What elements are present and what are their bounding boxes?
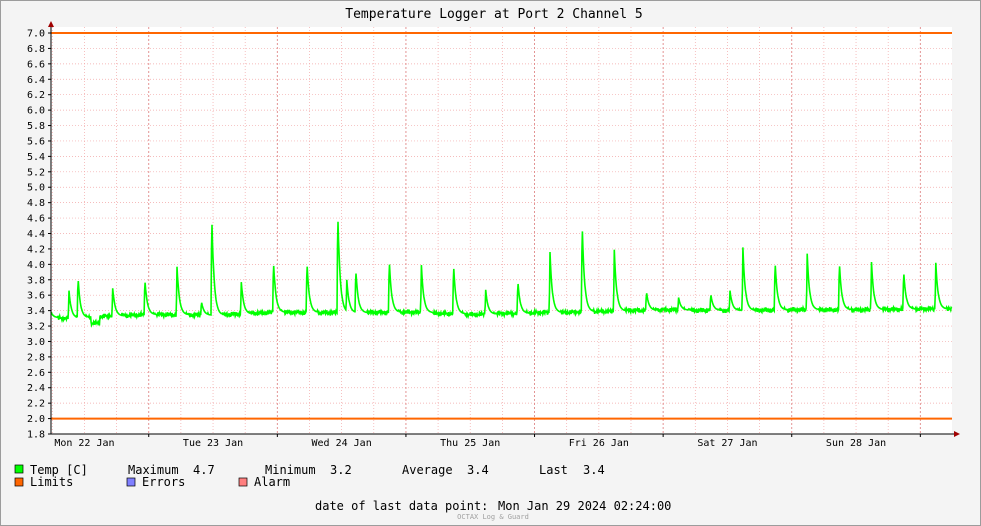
x-tick-label-4: Fri 26 Jan <box>569 438 629 449</box>
y-tick-label-12: 4.2 <box>27 244 45 255</box>
y-tick-label-21: 6.0 <box>27 106 45 117</box>
y-tick-label-13: 4.4 <box>27 229 45 240</box>
legend-errors-label: Errors <box>142 475 185 489</box>
limit-lines <box>51 32 952 420</box>
last-data-point-label: date of last data point: <box>315 499 488 513</box>
y-tick-label-23: 6.4 <box>27 75 45 86</box>
y-tick-label-15: 4.8 <box>27 198 45 209</box>
x-tick-label-3: Thu 25 Jan <box>440 438 500 449</box>
y-tick-label-22: 6.2 <box>27 90 45 101</box>
y-tick-label-14: 4.6 <box>27 214 45 225</box>
x-tick-label-1: Tue 23 Jan <box>183 438 243 449</box>
legend-swatch-errors <box>126 477 136 487</box>
y-tick-label-0: 1.8 <box>27 430 45 441</box>
legend-swatch-temp <box>14 464 24 474</box>
y-tick-label-20: 5.8 <box>27 121 45 132</box>
x-axis-ticks: Mon 22 Jan Tue 23 Jan Wed 24 Jan Thu 25 Jan… <box>54 434 921 449</box>
legend-minimum-value: 3.2 <box>330 463 352 477</box>
last-data-point-value: Mon Jan 29 2024 02:24:00 <box>498 499 671 513</box>
legend-alarm-label: Alarm <box>254 475 290 489</box>
y-tick-label-3: 2.4 <box>27 383 45 394</box>
y-tick-label-19: 5.6 <box>27 136 45 147</box>
y-tick-label-1: 2.0 <box>27 414 45 425</box>
legend-minimum-label: Minimum <box>265 463 316 477</box>
brand-watermark: OCTAX Log & Guard <box>457 513 529 521</box>
y-axis-arrow <box>48 21 54 27</box>
y-tick-label-26: 7.0 <box>27 29 45 40</box>
y-tick-label-2: 2.2 <box>27 399 45 410</box>
y-tick-label-7: 3.2 <box>27 322 45 333</box>
legend-maximum-label: Maximum <box>128 463 179 477</box>
x-tick-label-2: Wed 24 Jan <box>312 438 372 449</box>
y-tick-label-4: 2.6 <box>27 368 45 379</box>
y-axis-ticks: 1.8 2.0 2.2 2.4 2.6 2.8 3.0 3.2 3.4 3.6 3.8 4.0 4.2 4… <box>27 29 51 441</box>
temp-series-line <box>50 221 953 328</box>
y-tick-label-8: 3.4 <box>27 306 45 317</box>
y-tick-label-24: 6.6 <box>27 59 45 70</box>
y-tick-label-6: 3.0 <box>27 337 45 348</box>
legend-last-value: 3.4 <box>583 463 605 477</box>
y-tick-label-17: 5.2 <box>27 167 45 178</box>
x-axis-arrow <box>954 431 960 437</box>
y-tick-label-18: 5.4 <box>27 152 45 163</box>
plot-area <box>51 27 952 434</box>
y-tick-label-25: 6.8 <box>27 44 45 55</box>
y-tick-label-9: 3.6 <box>27 291 45 302</box>
y-tick-label-10: 3.8 <box>27 275 45 286</box>
legend-last-label: Last <box>539 463 568 477</box>
legend-maximum-value: 4.7 <box>193 463 215 477</box>
y-tick-label-5: 2.8 <box>27 352 45 363</box>
chart-title: Temperature Logger at Port 2 Channel 5 <box>345 7 642 22</box>
legend-average-label: Average <box>402 463 453 477</box>
legend-limits-label: Limits <box>30 475 73 489</box>
y-tick-label-11: 4.0 <box>27 260 45 271</box>
y-tick-label-16: 5.0 <box>27 183 45 194</box>
x-tick-label-6: Sun 28 Jan <box>826 438 886 449</box>
legend-average-value: 3.4 <box>467 463 489 477</box>
x-tick-label-5: Sat 27 Jan <box>697 438 757 449</box>
legend-swatch-limits <box>14 477 24 487</box>
x-tick-label-0: Mon 22 Jan <box>54 438 114 449</box>
legend-swatch-alarm <box>238 477 248 487</box>
axes <box>48 21 960 437</box>
legend-temp-label: Temp [C] <box>30 463 88 477</box>
